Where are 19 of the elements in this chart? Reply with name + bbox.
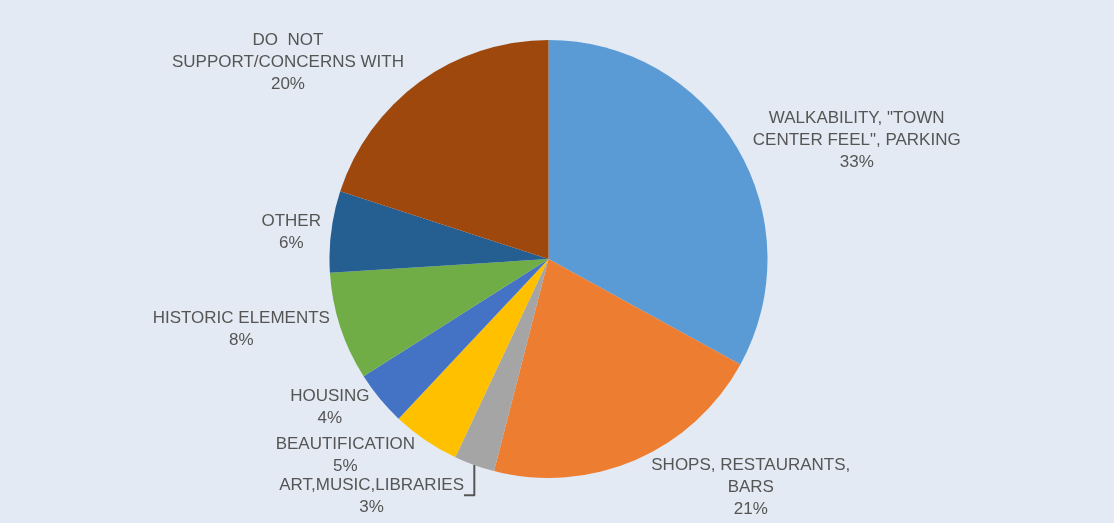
data-label: 4% (317, 408, 343, 428)
slice-label: HOUSING (290, 386, 370, 406)
slice-label: HISTORIC ELEMENTS (152, 308, 330, 328)
slice-label: OTHER (261, 210, 321, 230)
slice-label: DO NOT SUPPORT/CONCERNS WITH (171, 29, 404, 71)
data-label: 8% (229, 330, 254, 350)
data-label: 6% (278, 232, 304, 252)
pie-slice (329, 191, 549, 273)
slice-label: BEAUTIFICATION (275, 433, 416, 453)
data-label: 20% (270, 73, 305, 93)
pie-slice (455, 259, 549, 472)
slice-label: SHOPS, RESTAURANTS, BARS (651, 455, 851, 497)
data-label: 33% (839, 151, 874, 171)
data-label: 3% (359, 496, 384, 516)
data-label: 5% (333, 455, 358, 475)
slice-label: ART,MUSIC,LIBRARIES (279, 474, 465, 494)
slice-label: WALKABILITY, "TOWN CENTER FEEL", PARKING (752, 107, 961, 149)
data-label: 21% (733, 499, 768, 519)
pie-slice (329, 259, 549, 377)
